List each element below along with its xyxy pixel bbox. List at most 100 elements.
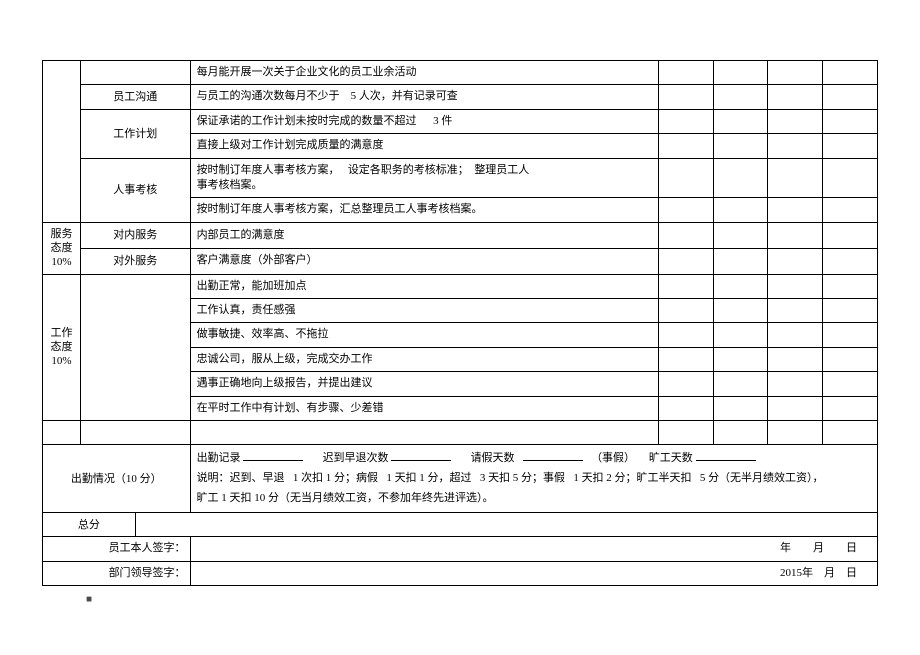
score-cell bbox=[768, 222, 823, 248]
score-cell bbox=[658, 274, 713, 298]
score-cell bbox=[823, 323, 878, 347]
table-row bbox=[43, 420, 878, 444]
score-cell bbox=[658, 396, 713, 420]
self-sign-date: 年 月 日 bbox=[190, 537, 877, 561]
score-cell bbox=[768, 158, 823, 198]
desc-cell: 按时制订年度人事考核方案，汇总整理员工人事考核档案。 bbox=[190, 198, 658, 222]
desc-cell: 遇事正确地向上级报告，并提出建议 bbox=[190, 372, 658, 396]
score-cell bbox=[713, 299, 768, 323]
table-row: 工作 态度 10% 出勤正常，能加班加点 bbox=[43, 274, 878, 298]
spacer-cell bbox=[43, 420, 81, 444]
leader-sign-row: 部门领导签字： 2015年 月 日 bbox=[43, 561, 878, 585]
score-cell bbox=[658, 198, 713, 222]
score-cell bbox=[713, 85, 768, 109]
score-cell bbox=[713, 347, 768, 371]
attendance-content: 出勤记录 迟到早退次数 请假天数 （事假） 旷工天数 说明：迟到、早退 1 次扣… bbox=[190, 444, 877, 512]
score-cell bbox=[658, 85, 713, 109]
score-cell bbox=[823, 274, 878, 298]
table-row: 服务 态度 10% 对内服务 内部员工的满意度 bbox=[43, 222, 878, 248]
score-cell bbox=[768, 85, 823, 109]
blank-record[interactable] bbox=[243, 449, 303, 461]
spacer-cell bbox=[713, 420, 768, 444]
self-sign-row: 员工本人签字： 年 月 日 bbox=[43, 537, 878, 561]
score-cell bbox=[658, 372, 713, 396]
score-cell bbox=[658, 109, 713, 133]
leader-sign-date: 2015年 月 日 bbox=[190, 561, 877, 585]
desc-cell: 内部员工的满意度 bbox=[190, 222, 658, 248]
score-cell bbox=[713, 134, 768, 158]
score-cell bbox=[768, 134, 823, 158]
score-cell bbox=[658, 61, 713, 85]
score-cell bbox=[658, 158, 713, 198]
score-cell bbox=[823, 85, 878, 109]
blank-absent[interactable] bbox=[696, 449, 756, 461]
score-cell bbox=[823, 299, 878, 323]
total-label: 总分 bbox=[43, 513, 136, 537]
score-cell bbox=[713, 158, 768, 198]
score-cell bbox=[658, 323, 713, 347]
footer-bullet: ■ bbox=[86, 594, 878, 605]
score-cell bbox=[768, 198, 823, 222]
score-cell bbox=[768, 274, 823, 298]
total-row: 总分 bbox=[43, 513, 878, 537]
desc-cell: 工作认真，责任感强 bbox=[190, 299, 658, 323]
score-cell bbox=[823, 198, 878, 222]
score-cell bbox=[823, 347, 878, 371]
leader-sign-label: 部门领导签字： bbox=[43, 561, 191, 585]
score-cell bbox=[713, 274, 768, 298]
blank-leave[interactable] bbox=[523, 449, 583, 461]
score-cell bbox=[658, 222, 713, 248]
total-value bbox=[135, 513, 877, 537]
category-service: 服务 态度 10% bbox=[43, 222, 81, 274]
sub-comm: 员工沟通 bbox=[80, 85, 190, 109]
desc-cell: 保证承诺的工作计划未按时完成的数量不超过 3 件 bbox=[190, 109, 658, 133]
score-cell bbox=[658, 299, 713, 323]
spacer-cell bbox=[768, 420, 823, 444]
score-cell bbox=[768, 109, 823, 133]
score-cell bbox=[823, 222, 878, 248]
desc-cell: 在平时工作中有计划、有步骤、少差错 bbox=[190, 396, 658, 420]
score-cell bbox=[658, 248, 713, 274]
score-cell bbox=[713, 198, 768, 222]
desc-cell: 每月能开展一次关于企业文化的员工业余活动 bbox=[190, 61, 658, 85]
attendance-label: 出勤情况（10 分） bbox=[43, 444, 191, 512]
category-blank bbox=[43, 61, 81, 223]
spacer-cell bbox=[823, 420, 878, 444]
score-cell bbox=[823, 396, 878, 420]
score-cell bbox=[768, 248, 823, 274]
score-cell bbox=[823, 248, 878, 274]
blank-late[interactable] bbox=[391, 449, 451, 461]
sub-serv-in: 对内服务 bbox=[80, 222, 190, 248]
desc-cell: 客户满意度（外部客户） bbox=[190, 248, 658, 274]
score-cell bbox=[768, 323, 823, 347]
score-cell bbox=[768, 299, 823, 323]
score-cell bbox=[713, 61, 768, 85]
sub-plan: 工作计划 bbox=[80, 109, 190, 158]
score-cell bbox=[713, 248, 768, 274]
score-cell bbox=[768, 396, 823, 420]
score-cell bbox=[713, 323, 768, 347]
score-cell bbox=[823, 109, 878, 133]
desc-cell: 与员工的沟通次数每月不少于 5 人次，并有记录可查 bbox=[190, 85, 658, 109]
desc-cell: 做事敏捷、效率高、不拖拉 bbox=[190, 323, 658, 347]
score-cell bbox=[768, 347, 823, 371]
sub-serv-out: 对外服务 bbox=[80, 248, 190, 274]
spacer-cell bbox=[658, 420, 713, 444]
table-row: 对外服务 客户满意度（外部客户） bbox=[43, 248, 878, 274]
score-cell bbox=[713, 396, 768, 420]
table-row: 工作计划 保证承诺的工作计划未按时完成的数量不超过 3 件 bbox=[43, 109, 878, 133]
sub-blank bbox=[80, 61, 190, 85]
desc-cell: 忠诚公司，服从上级，完成交办工作 bbox=[190, 347, 658, 371]
spacer-cell bbox=[190, 420, 658, 444]
score-cell bbox=[768, 61, 823, 85]
attendance-row: 出勤情况（10 分） 出勤记录 迟到早退次数 请假天数 （事假） 旷工天数 说明… bbox=[43, 444, 878, 512]
score-cell bbox=[823, 61, 878, 85]
sub-hr: 人事考核 bbox=[80, 158, 190, 222]
score-cell bbox=[823, 372, 878, 396]
score-cell bbox=[823, 134, 878, 158]
spacer-cell bbox=[80, 420, 190, 444]
score-cell bbox=[823, 158, 878, 198]
score-cell bbox=[713, 372, 768, 396]
score-cell bbox=[713, 222, 768, 248]
evaluation-table: 每月能开展一次关于企业文化的员工业余活动 员工沟通 与员工的沟通次数每月不少于 … bbox=[42, 60, 878, 586]
